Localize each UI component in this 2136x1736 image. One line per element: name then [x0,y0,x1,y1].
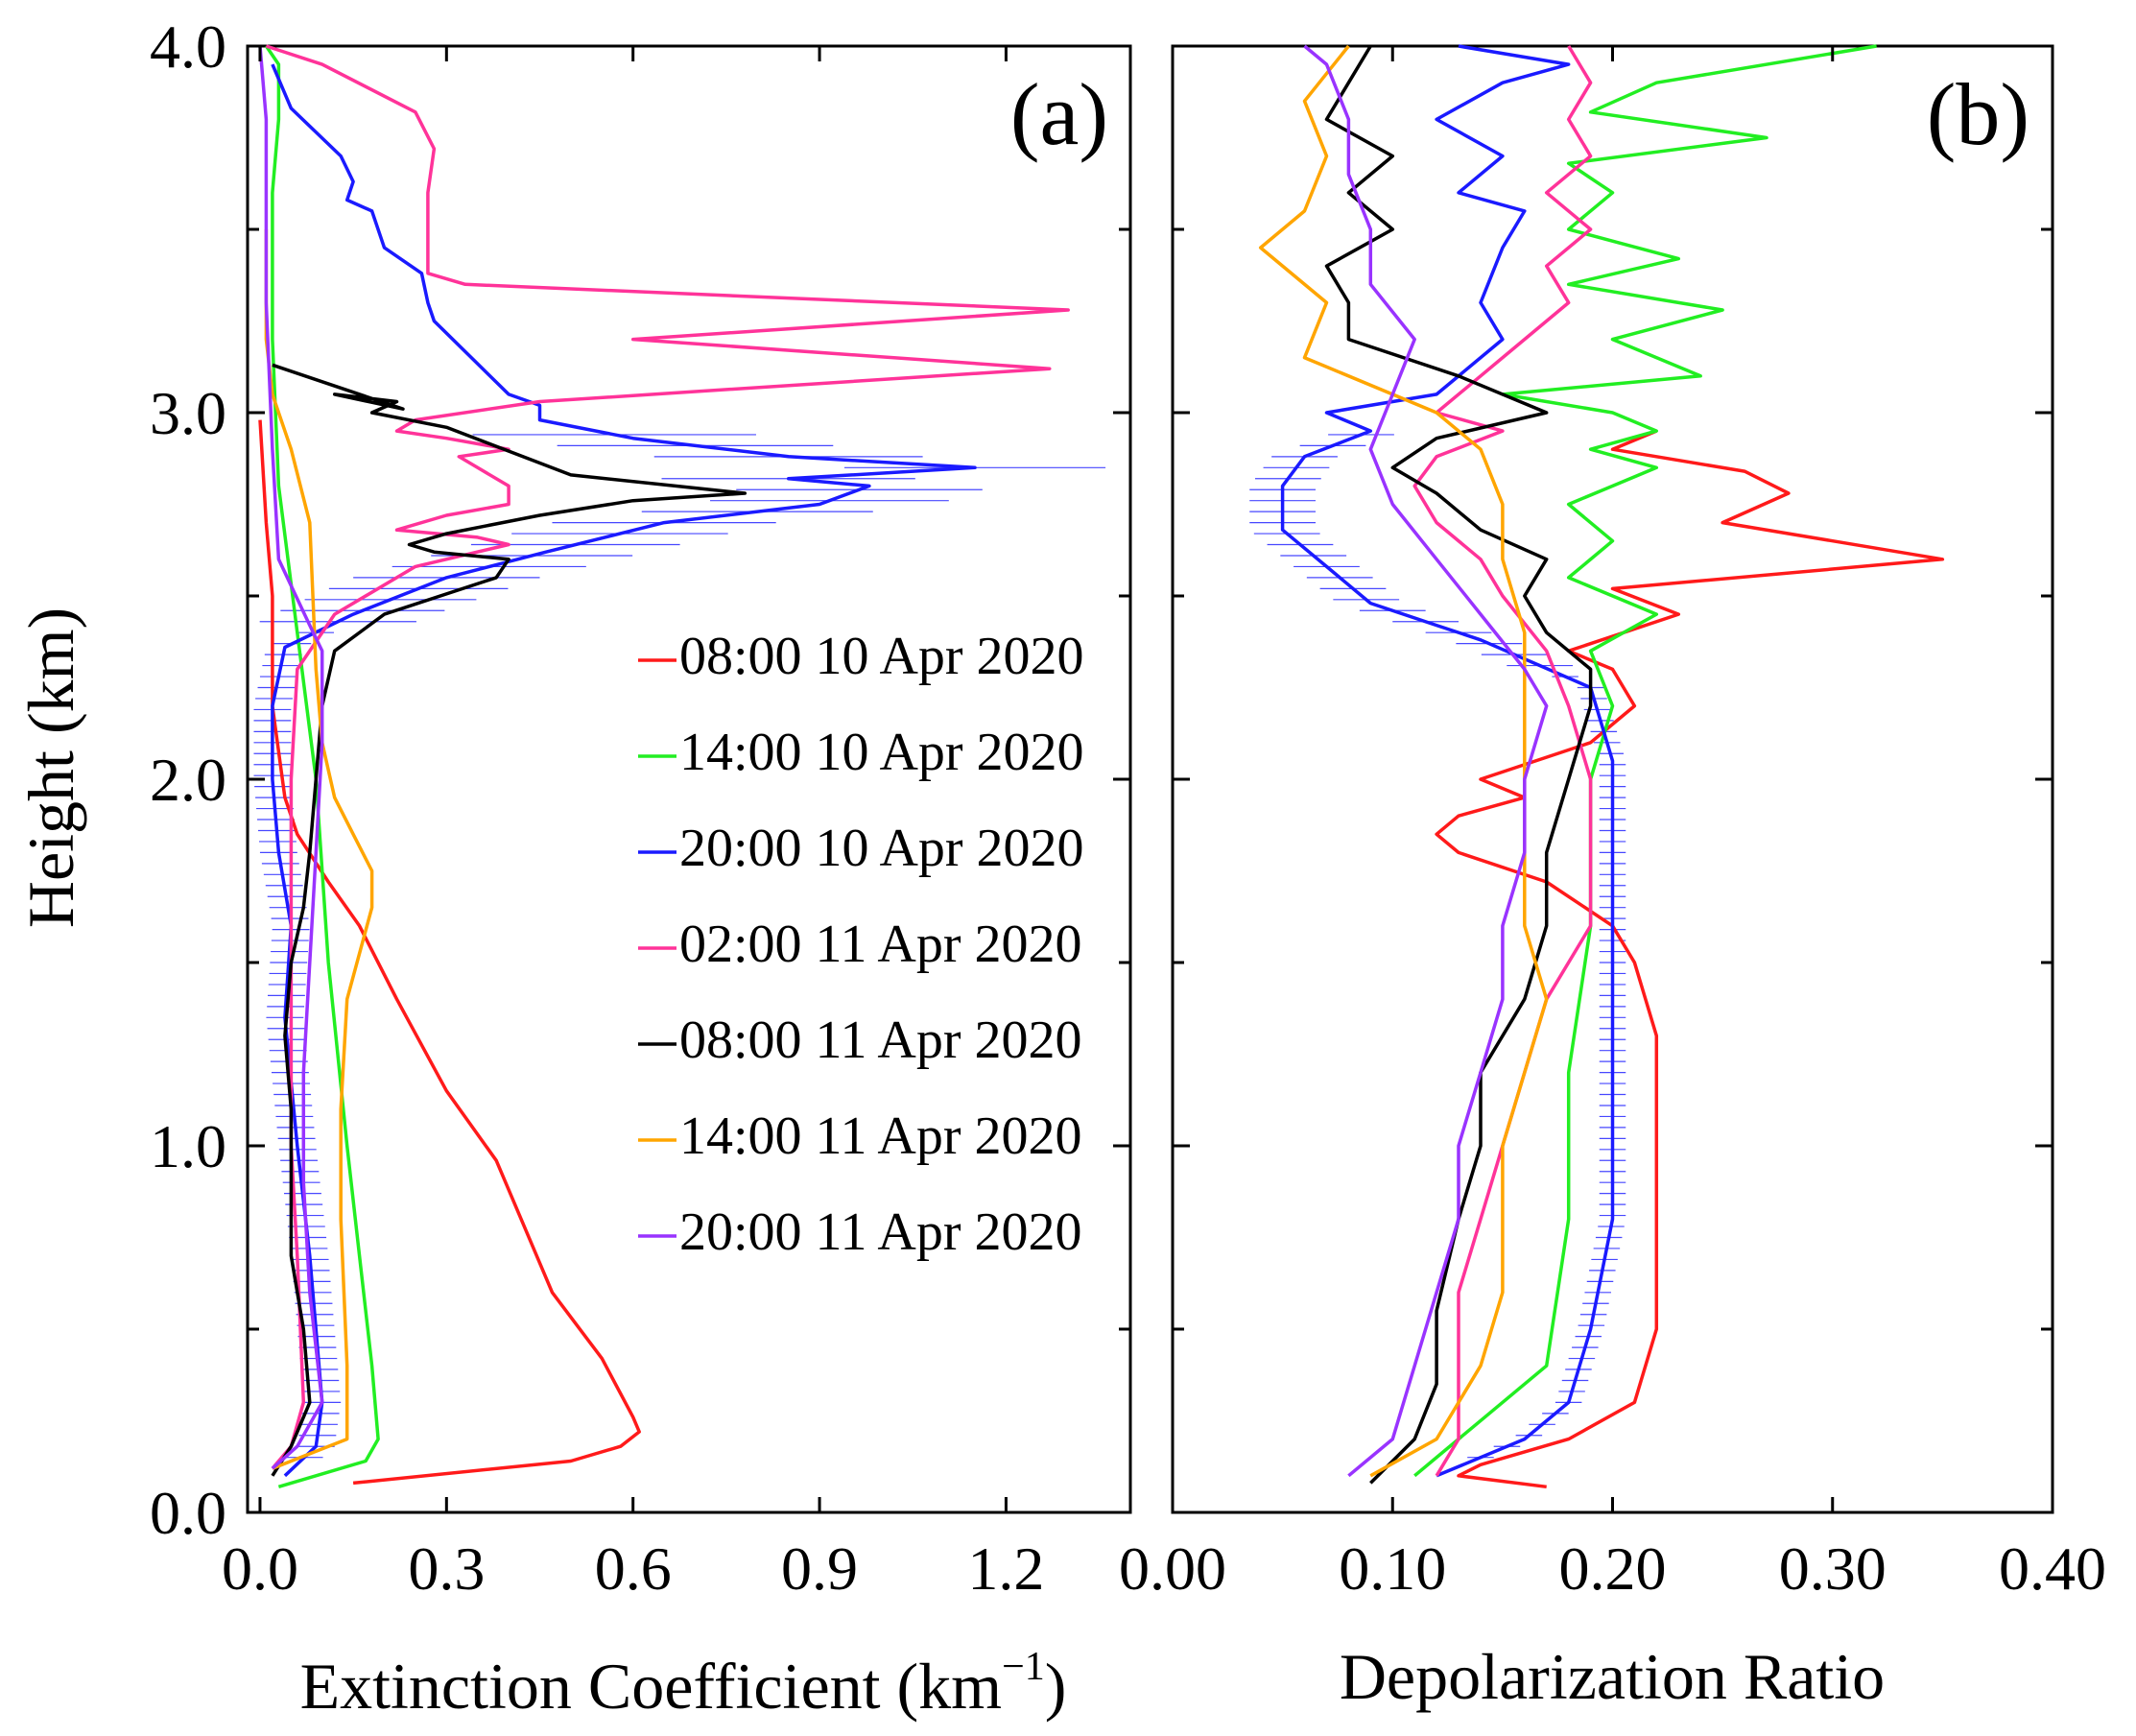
x-tick-label: 0.20 [1559,1534,1667,1603]
legend-label: 08:00 10 Apr 2020 [679,627,1084,686]
y-tick-label: 3.0 [150,379,226,447]
series-line [258,419,641,1486]
y-tick-label: 2.0 [150,746,226,814]
x-tick-label: 0.10 [1339,1534,1446,1603]
panel-a-ticks: 0.0 0.3 0.6 0.9 1.2 0.0 1.0 2.0 3.0 4.0 [150,12,1130,1603]
panel-a-label: (a) [1010,65,1108,163]
x-tick-label: 0.6 [595,1534,672,1603]
panel-a: 0.0 0.3 0.6 0.9 1.2 0.0 1.0 2.0 3.0 4.0 (a) Extin… [150,12,1132,1723]
series-line [1258,44,1549,1478]
series-line [265,44,1070,1470]
series-line [1324,45,1593,1485]
series-line [264,229,374,1470]
panel-b: 0.00 0.10 0.20 0.30 0.40 (b) Depolarization … [1119,44,2106,1713]
panel-b-lines [1258,44,1945,1489]
legend-label: 14:00 10 Apr 2020 [679,723,1084,782]
y-tick-label: 0.0 [150,1479,226,1547]
x-tick-label: 0.40 [1999,1534,2106,1603]
legend-label: 02:00 11 Apr 2020 [679,915,1081,974]
series-line [1303,44,1549,1478]
legend-label: 14:00 11 Apr 2020 [679,1106,1081,1166]
series-line [1280,44,1615,1478]
legend-label: 08:00 11 Apr 2020 [679,1011,1081,1070]
x-title-close: ) [1045,1650,1067,1723]
panel-b-x-axis-title: Depolarization Ratio [1340,1640,1885,1713]
legend-label: 20:00 11 Apr 2020 [679,1202,1081,1262]
y-tick-label: 1.0 [150,1112,226,1180]
series-line [271,63,977,1478]
legend-label: 20:00 10 Apr 2020 [679,819,1084,878]
series-line [258,45,324,1470]
y-tick-label: 4.0 [150,12,226,81]
x-title-main: Extinction Coefficient (km [300,1650,1002,1723]
legend: 08:00 10 Apr 2020 14:00 10 Apr 2020 20:00 … [638,627,1084,1262]
panel-b-ticks: 0.00 0.10 0.20 0.30 0.40 [1119,44,2106,1603]
y-axis-title: Height (km) [14,607,87,928]
x-tick-label: 1.2 [967,1534,1044,1603]
series-line [1413,44,1877,1478]
series-line [1435,429,1945,1489]
x-tick-label: 0.00 [1119,1534,1226,1603]
panel-a-lines [258,44,1070,1488]
x-tick-label: 0.9 [781,1534,858,1603]
x-tick-label: 0.30 [1779,1534,1887,1603]
x-tick-label: 0.0 [222,1534,298,1603]
x-title-superscript: −1 [1002,1645,1045,1689]
series-line [271,363,748,1477]
x-tick-label: 0.3 [408,1534,485,1603]
panel-b-label: (b) [1927,65,2029,163]
series-line [1412,45,1593,1477]
panel-a-x-axis-title: Extinction Coefficient (km−1) [300,1645,1067,1723]
